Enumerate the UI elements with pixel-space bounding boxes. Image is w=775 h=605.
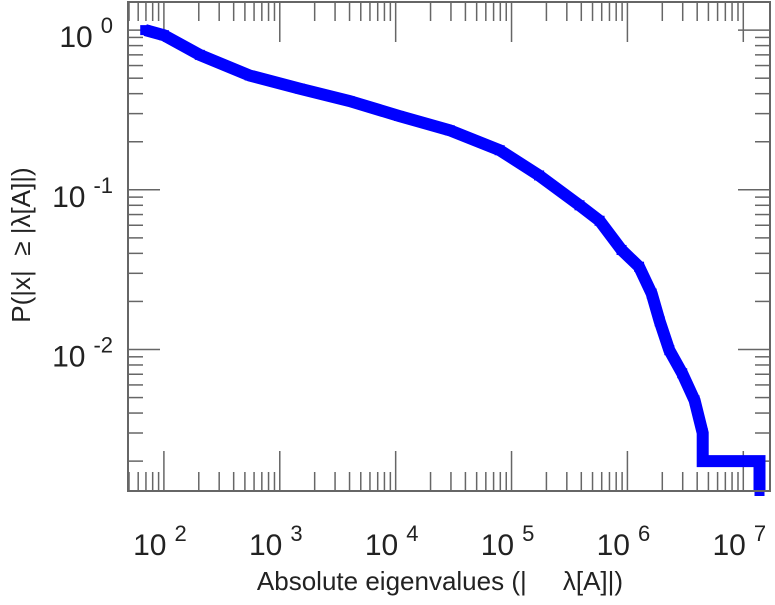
tick-exponent: 6 — [638, 521, 650, 546]
tick-base: 10 — [59, 21, 92, 54]
tick-base: 10 — [597, 529, 630, 562]
y-tick-label: 10 -2 — [52, 333, 113, 374]
tick-base: 10 — [365, 529, 398, 562]
tick-base: 10 — [133, 529, 166, 562]
data-point — [697, 456, 708, 467]
x-tick-label: 10 5 — [481, 521, 535, 562]
x-tick-label: 10 3 — [249, 521, 303, 562]
data-point — [574, 200, 585, 211]
data-point — [194, 49, 205, 60]
data-point — [594, 215, 605, 226]
tick-exponent: 5 — [522, 521, 534, 546]
series-line — [143, 24, 766, 491]
x-axis-label: Absolute eigenvalues (| λ[A]|) — [257, 566, 623, 596]
tick-exponent: 3 — [290, 521, 302, 546]
y-tick-labels: 10 0 10 -1 10 -2 — [52, 13, 113, 373]
data-point — [244, 70, 255, 81]
data-point — [494, 145, 505, 156]
tick-exponent: -1 — [93, 173, 113, 198]
data-point — [654, 316, 665, 327]
data-point — [677, 368, 688, 379]
x-tick-label: 10 4 — [365, 521, 419, 562]
x-tick-label: 10 2 — [133, 521, 187, 562]
x-tick-label: 10 6 — [597, 521, 651, 562]
data-point — [140, 25, 151, 36]
data-point — [634, 261, 645, 272]
axis-ticks — [128, 2, 770, 491]
tick-base: 10 — [52, 341, 85, 374]
tick-exponent: -2 — [93, 333, 113, 358]
tick-exponent: 7 — [754, 521, 766, 546]
data-point — [664, 345, 675, 356]
plot-frame — [127, 1, 771, 492]
y-axis-label: P(|x| ≥ |λ[A]|) — [6, 167, 36, 322]
data-point — [394, 110, 405, 121]
data-point — [534, 170, 545, 181]
tick-base: 10 — [712, 529, 745, 562]
tick-exponent: 4 — [406, 521, 418, 546]
data-point — [444, 125, 455, 136]
series-ccdf — [140, 24, 766, 496]
tick-base: 10 — [481, 529, 514, 562]
data-point — [616, 244, 627, 255]
y-tick-label: 10 0 — [59, 13, 113, 54]
tick-exponent: 0 — [101, 13, 113, 38]
data-point — [158, 30, 169, 41]
data-point — [646, 288, 657, 299]
data-point — [754, 456, 765, 467]
tick-base: 10 — [52, 181, 85, 214]
data-point — [697, 428, 708, 439]
x-tick-labels: 10 2 10 3 10 4 10 5 10 6 10 7 — [133, 521, 766, 562]
data-point — [294, 83, 305, 94]
tick-base: 10 — [249, 529, 282, 562]
tick-exponent: 2 — [174, 521, 186, 546]
x-tick-label: 10 7 — [712, 521, 766, 562]
data-point — [689, 395, 700, 406]
data-point — [344, 95, 355, 106]
y-tick-label: 10 -1 — [52, 173, 113, 214]
